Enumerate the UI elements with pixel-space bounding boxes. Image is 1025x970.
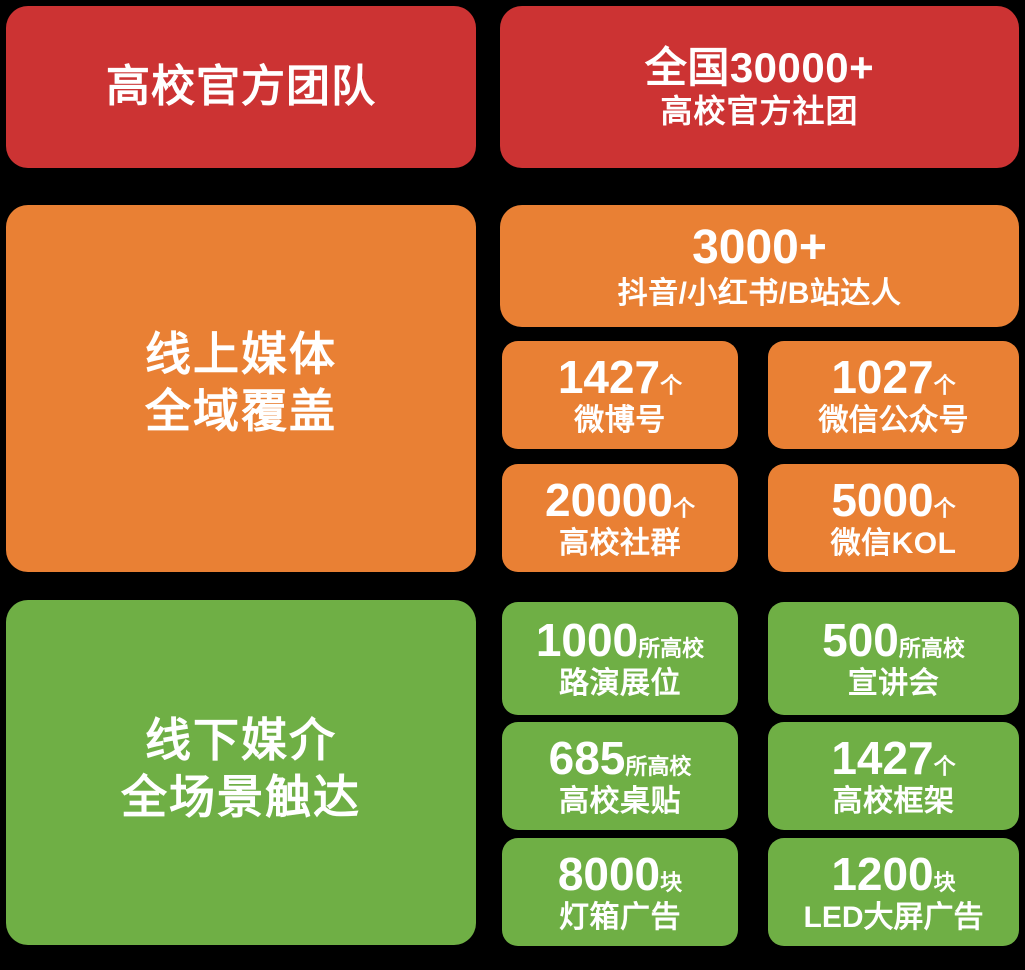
desk-stickers-unit: 所高校 (625, 753, 692, 779)
led-screen-ads-number: 1200 (831, 847, 934, 900)
official-clubs-label: 高校官方社团 (660, 93, 859, 130)
info-sessions-unit: 所高校 (898, 636, 965, 662)
kol-creators-label: 抖音/小红书/B站达人 (617, 276, 902, 310)
stat-card-campus-groups: 20000个 高校社群 (502, 464, 738, 572)
led-screen-ads-label: LED大屏广告 (803, 900, 984, 934)
campus-groups-label: 高校社群 (559, 526, 681, 560)
lightbox-ads-label: 灯箱广告 (559, 900, 681, 934)
panel-online-media: 线上媒体 全域覆盖 (6, 205, 476, 572)
weibo-accounts-value: 1427个 (557, 350, 683, 403)
wechat-kol-label: 微信KOL (830, 526, 957, 560)
panel-official-team-label: 高校官方团队 (106, 62, 376, 112)
stat-card-lightbox-ads: 8000块 灯箱广告 (502, 838, 738, 946)
wechat-official-accounts-number: 1027 (831, 350, 934, 403)
desk-stickers-number: 685 (548, 731, 626, 784)
wechat-official-accounts-value: 1027个 (831, 350, 956, 403)
panel-offline-media: 线下媒介 全场景触达 (6, 600, 476, 945)
roadshow-booths-value: 1000所高校 (536, 616, 704, 666)
desk-stickers-label: 高校桌贴 (559, 784, 681, 818)
stat-card-wechat-official-accounts: 1027个 微信公众号 (768, 341, 1019, 449)
stat-card-official-clubs: 全国30000+ 高校官方社团 (500, 6, 1019, 168)
wechat-kol-number: 5000 (831, 473, 934, 526)
wechat-official-accounts-unit: 个 (933, 372, 956, 398)
stat-card-wechat-kol: 5000个 微信KOL (768, 464, 1019, 572)
campus-frames-value: 1427个 (831, 731, 956, 784)
lightbox-ads-value: 8000块 (557, 847, 683, 900)
panel-official-team: 高校官方团队 (6, 6, 476, 168)
stat-card-campus-frames: 1427个 高校框架 (768, 722, 1019, 830)
wechat-kol-value: 5000个 (831, 473, 956, 526)
kol-creators-count: 3000+ (692, 220, 827, 274)
info-sessions-value: 500所高校 (822, 616, 965, 666)
roadshow-booths-label: 路演展位 (559, 667, 681, 701)
stat-card-kol-creators: 3000+ 抖音/小红书/B站达人 (500, 205, 1019, 327)
stat-card-weibo-accounts: 1427个 微博号 (502, 341, 738, 449)
campus-frames-label: 高校框架 (832, 784, 955, 818)
stat-card-desk-stickers: 685所高校 高校桌贴 (502, 722, 738, 830)
info-sessions-label: 宣讲会 (847, 667, 940, 701)
roadshow-booths-number: 1000 (535, 614, 639, 667)
weibo-accounts-number: 1427 (557, 350, 661, 403)
info-sessions-number: 500 (822, 614, 899, 667)
weibo-accounts-unit: 个 (660, 372, 683, 398)
weibo-accounts-label: 微博号 (574, 403, 666, 437)
campus-groups-value: 20000个 (545, 473, 695, 526)
panel-offline-media-label: 线下媒介 全场景触达 (121, 714, 361, 823)
led-screen-ads-unit: 块 (933, 869, 956, 895)
lightbox-ads-number: 8000 (557, 847, 661, 900)
lightbox-ads-unit: 块 (660, 869, 683, 895)
official-clubs-count: 全国30000+ (644, 44, 875, 92)
campus-frames-number: 1427 (831, 731, 934, 784)
desk-stickers-value: 685所高校 (548, 731, 692, 784)
campus-groups-number: 20000 (545, 473, 673, 526)
led-screen-ads-value: 1200块 (831, 847, 956, 900)
stat-card-info-sessions: 500所高校 宣讲会 (768, 602, 1019, 715)
wechat-official-accounts-label: 微信公众号 (818, 403, 969, 437)
roadshow-booths-unit: 所高校 (638, 636, 705, 662)
wechat-kol-unit: 个 (933, 495, 956, 521)
stat-card-roadshow-booths: 1000所高校 路演展位 (502, 602, 738, 715)
panel-online-media-label: 线上媒体 全域覆盖 (145, 328, 337, 437)
campus-groups-unit: 个 (672, 495, 695, 521)
campus-frames-unit: 个 (933, 753, 956, 779)
stat-card-led-screen-ads: 1200块 LED大屏广告 (768, 838, 1019, 946)
